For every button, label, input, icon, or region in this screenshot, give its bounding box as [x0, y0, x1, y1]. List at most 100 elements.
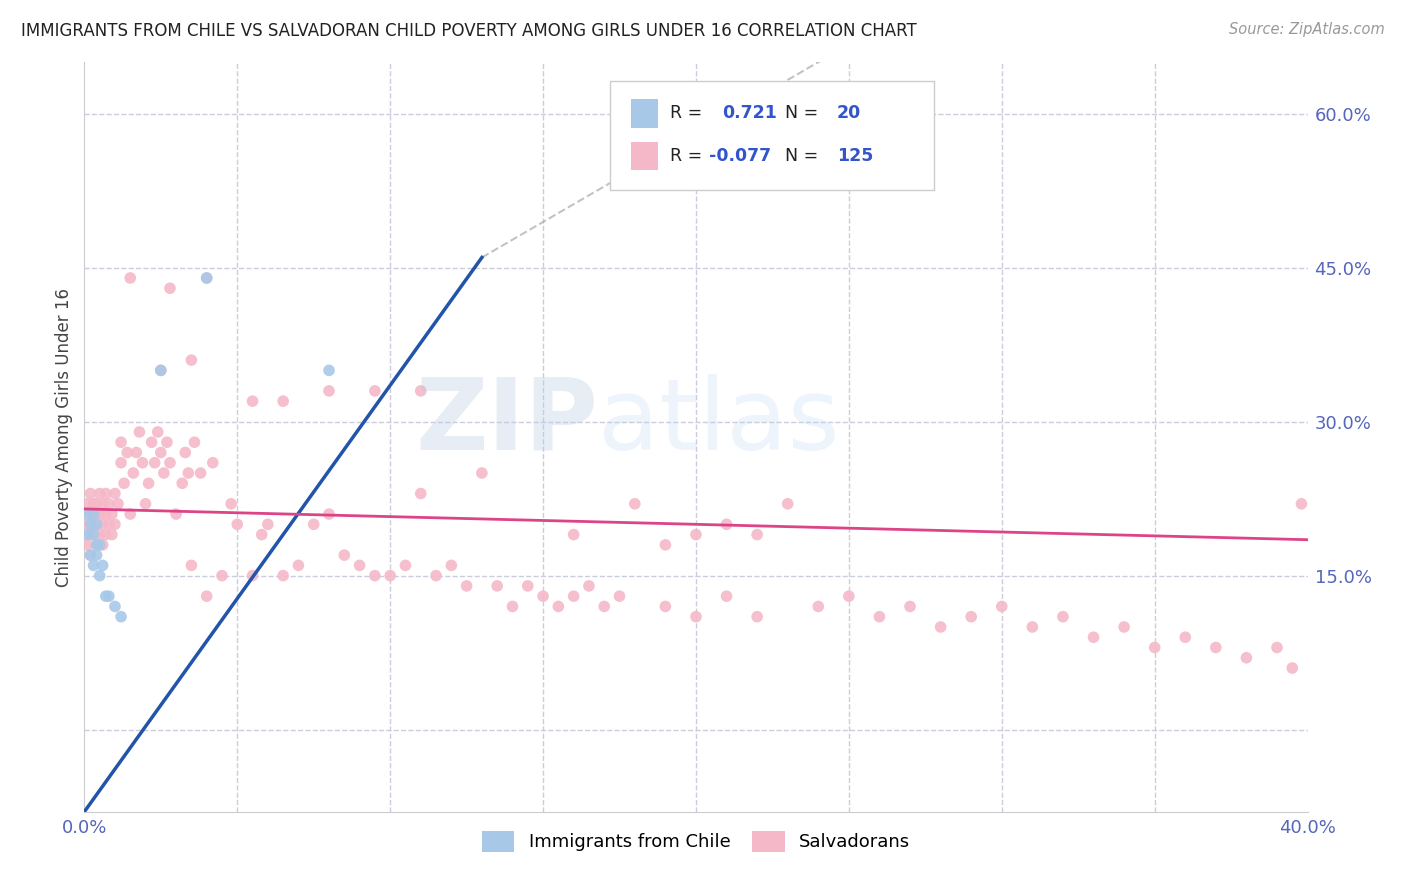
Point: [960, 609, 983, 624]
Point: [180, 353, 202, 368]
Text: atlas: atlas: [598, 374, 839, 471]
Point: [83, 507, 105, 521]
Point: [898, 599, 921, 614]
Point: [107, 497, 129, 511]
Point: [76, 507, 98, 521]
Text: N =: N =: [786, 104, 824, 122]
Point: [302, 517, 325, 532]
Point: [1236, 650, 1258, 665]
Point: [195, 271, 218, 285]
Point: [226, 517, 249, 532]
Text: 20: 20: [837, 104, 860, 122]
Point: [271, 568, 294, 582]
Point: [654, 538, 676, 552]
Text: ZIP: ZIP: [415, 374, 598, 471]
Point: [149, 445, 172, 459]
Point: [89, 527, 111, 541]
Point: [86, 507, 108, 521]
Text: 0.721: 0.721: [721, 104, 776, 122]
Point: [83, 497, 105, 511]
Point: [502, 599, 524, 614]
Point: [76, 538, 98, 552]
Point: [83, 527, 105, 541]
Point: [149, 363, 172, 377]
Point: [76, 517, 98, 532]
Text: R =: R =: [671, 147, 709, 165]
Point: [97, 589, 120, 603]
Point: [364, 384, 387, 398]
Point: [128, 425, 150, 439]
Point: [86, 538, 108, 552]
Point: [547, 599, 569, 614]
Point: [1291, 497, 1313, 511]
Point: [159, 456, 181, 470]
Point: [89, 507, 111, 521]
Point: [1265, 640, 1288, 655]
Point: [929, 620, 952, 634]
Point: [318, 507, 340, 521]
Point: [79, 527, 101, 541]
Legend: Immigrants from Chile, Salvadorans: Immigrants from Chile, Salvadorans: [475, 823, 917, 859]
Point: [318, 363, 340, 377]
Point: [211, 568, 233, 582]
Point: [76, 497, 98, 511]
Point: [76, 527, 98, 541]
Point: [86, 548, 108, 562]
Point: [94, 527, 117, 541]
Point: [471, 466, 494, 480]
Point: [747, 527, 769, 541]
FancyBboxPatch shape: [631, 99, 658, 128]
Text: Source: ZipAtlas.com: Source: ZipAtlas.com: [1229, 22, 1385, 37]
Point: [112, 476, 135, 491]
Text: 125: 125: [837, 147, 873, 165]
Point: [578, 579, 600, 593]
Point: [562, 589, 585, 603]
Point: [104, 599, 127, 614]
Point: [141, 435, 163, 450]
Point: [776, 497, 799, 511]
Point: [115, 445, 138, 459]
Point: [1143, 640, 1166, 655]
Point: [991, 599, 1014, 614]
Point: [94, 486, 117, 500]
Point: [1114, 620, 1136, 634]
Point: [143, 456, 166, 470]
Point: [83, 527, 105, 541]
Point: [716, 517, 738, 532]
Point: [110, 456, 132, 470]
Point: [195, 589, 218, 603]
Point: [609, 589, 631, 603]
Point: [159, 281, 181, 295]
Point: [380, 568, 402, 582]
Point: [349, 558, 371, 573]
Point: [250, 527, 273, 541]
Point: [172, 476, 194, 491]
Point: [409, 384, 432, 398]
Point: [1083, 630, 1105, 644]
Y-axis label: Child Poverty Among Girls Under 16: Child Poverty Among Girls Under 16: [55, 287, 73, 587]
Point: [394, 558, 416, 573]
Point: [79, 548, 101, 562]
Point: [97, 497, 120, 511]
Point: [101, 507, 124, 521]
Point: [79, 507, 101, 521]
Point: [91, 517, 114, 532]
Point: [83, 517, 105, 532]
Point: [83, 558, 105, 573]
Point: [364, 568, 387, 582]
Point: [190, 466, 212, 480]
Point: [89, 486, 111, 500]
Point: [333, 548, 356, 562]
Point: [409, 486, 432, 500]
Point: [174, 445, 197, 459]
Point: [716, 589, 738, 603]
Point: [91, 538, 114, 552]
Point: [1052, 609, 1074, 624]
Point: [869, 609, 891, 624]
Point: [89, 568, 111, 582]
Point: [242, 568, 264, 582]
Point: [685, 527, 707, 541]
Point: [94, 507, 117, 521]
Point: [146, 425, 169, 439]
Point: [685, 609, 707, 624]
